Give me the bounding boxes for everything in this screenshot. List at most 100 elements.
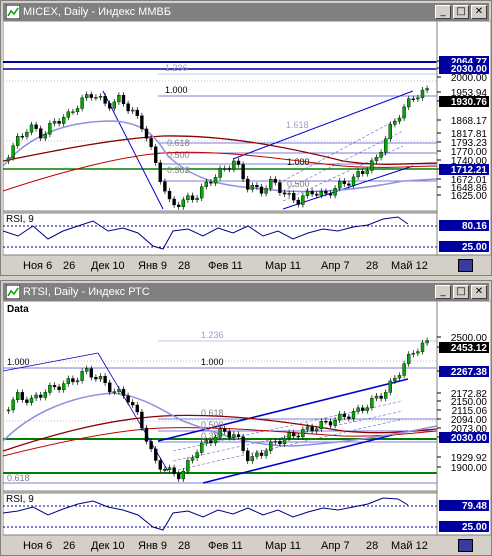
candle: [241, 164, 245, 180]
candle: [52, 121, 57, 124]
price-axis-label: 2267.38: [451, 367, 488, 378]
candle: [278, 441, 282, 445]
rsi-axis-label: 80.16: [462, 221, 487, 232]
candle: [204, 440, 209, 444]
candle: [186, 195, 190, 200]
candle: [379, 395, 383, 399]
time-label: Ноя 6: [23, 260, 53, 272]
fib-label: 0.500: [201, 420, 224, 430]
candle: [292, 193, 296, 201]
candle: [245, 450, 250, 462]
maximize-button[interactable]: □: [453, 285, 469, 299]
candle: [39, 394, 43, 398]
candle: [361, 407, 365, 411]
candle: [199, 186, 204, 199]
candle: [149, 138, 153, 147]
candle: [34, 394, 38, 399]
chart-window-icon: [6, 5, 20, 19]
time-label: Май 12: [391, 260, 428, 272]
candles: [6, 337, 429, 482]
price-axis-label: 2115.06: [452, 406, 488, 417]
time-label: Дек 10: [91, 540, 125, 552]
fib-label: 1.000: [165, 85, 188, 95]
candle: [296, 435, 300, 438]
candle: [71, 378, 75, 383]
candle: [255, 185, 259, 188]
micex-chart: 1.236 1.000 1.618 0.618 0.500 1.000 0.38…: [3, 21, 491, 256]
time-label: Фев 11: [208, 540, 243, 552]
maximize-button[interactable]: □: [453, 5, 469, 19]
price-axis-label: 2064.77: [451, 57, 488, 68]
candle: [11, 399, 15, 411]
candle: [232, 160, 236, 170]
price-axis-label: 2500.00: [451, 333, 488, 344]
ma-long: [3, 414, 438, 452]
candle: [347, 416, 351, 419]
scale-toggle-button[interactable]: [458, 539, 473, 552]
candle: [172, 467, 176, 474]
candle: [315, 193, 319, 196]
candle: [62, 383, 66, 390]
candle: [66, 111, 70, 118]
candle: [420, 342, 425, 352]
time-label: 26: [63, 540, 76, 552]
data-label: Data: [7, 304, 29, 315]
candle: [356, 171, 360, 178]
candle: [84, 94, 89, 99]
candle: [250, 185, 255, 190]
fib-label: 1.000: [7, 357, 30, 367]
fib-label: 0.618: [201, 408, 224, 418]
time-label: Апр 7: [321, 540, 350, 552]
price-axis-label: 2453.12: [451, 343, 488, 354]
candle: [259, 452, 264, 456]
price-axis-label: 1672.01: [451, 175, 488, 186]
candle: [98, 376, 103, 380]
window-title: MICEX, Daily - Индекс ММВБ: [23, 6, 172, 18]
candle: [153, 146, 158, 163]
candle: [292, 432, 296, 437]
rsi-axis-label: 25.00: [462, 242, 487, 253]
fib-label: 1.000: [287, 157, 310, 167]
time-label: Дек 10: [91, 260, 125, 272]
candle: [25, 399, 29, 403]
candle: [126, 103, 130, 112]
close-button[interactable]: ✕: [471, 5, 487, 19]
candle: [52, 385, 57, 388]
candle: [241, 436, 245, 451]
ma-short: [3, 392, 438, 447]
rsi-axis-label: 79.48: [462, 501, 487, 512]
candle: [163, 469, 167, 471]
time-label: Апр 7: [321, 260, 350, 272]
candle: [140, 115, 144, 130]
candle: [103, 96, 107, 104]
close-button[interactable]: ✕: [471, 285, 487, 299]
candle: [6, 409, 11, 412]
candle: [149, 441, 153, 450]
scale-toggle-button[interactable]: [458, 259, 473, 272]
candle: [167, 190, 172, 200]
chart-window-icon: [6, 285, 20, 299]
title-bar[interactable]: MICEX, Daily - Индекс ММВБ _ □ ✕: [3, 3, 489, 21]
minimize-button[interactable]: _: [435, 5, 451, 19]
candle: [342, 413, 346, 418]
candle: [411, 352, 415, 355]
candle: [282, 437, 287, 445]
candle: [15, 135, 20, 146]
title-bar[interactable]: RTSI, Daily - Индекс РТС _ □ ✕: [3, 283, 489, 301]
candle: [305, 426, 310, 430]
fib-label: 0.382: [201, 431, 224, 441]
candle: [15, 392, 20, 401]
candle: [245, 178, 250, 190]
candle: [199, 442, 204, 453]
candle: [236, 434, 241, 438]
candle: [190, 457, 195, 461]
candle: [34, 124, 38, 129]
candle: [186, 460, 190, 472]
candle: [379, 152, 383, 158]
candle: [213, 437, 218, 444]
candle: [374, 157, 379, 162]
candle: [107, 103, 112, 109]
candle: [25, 132, 29, 137]
minimize-button[interactable]: _: [435, 285, 451, 299]
candle: [273, 179, 277, 183]
